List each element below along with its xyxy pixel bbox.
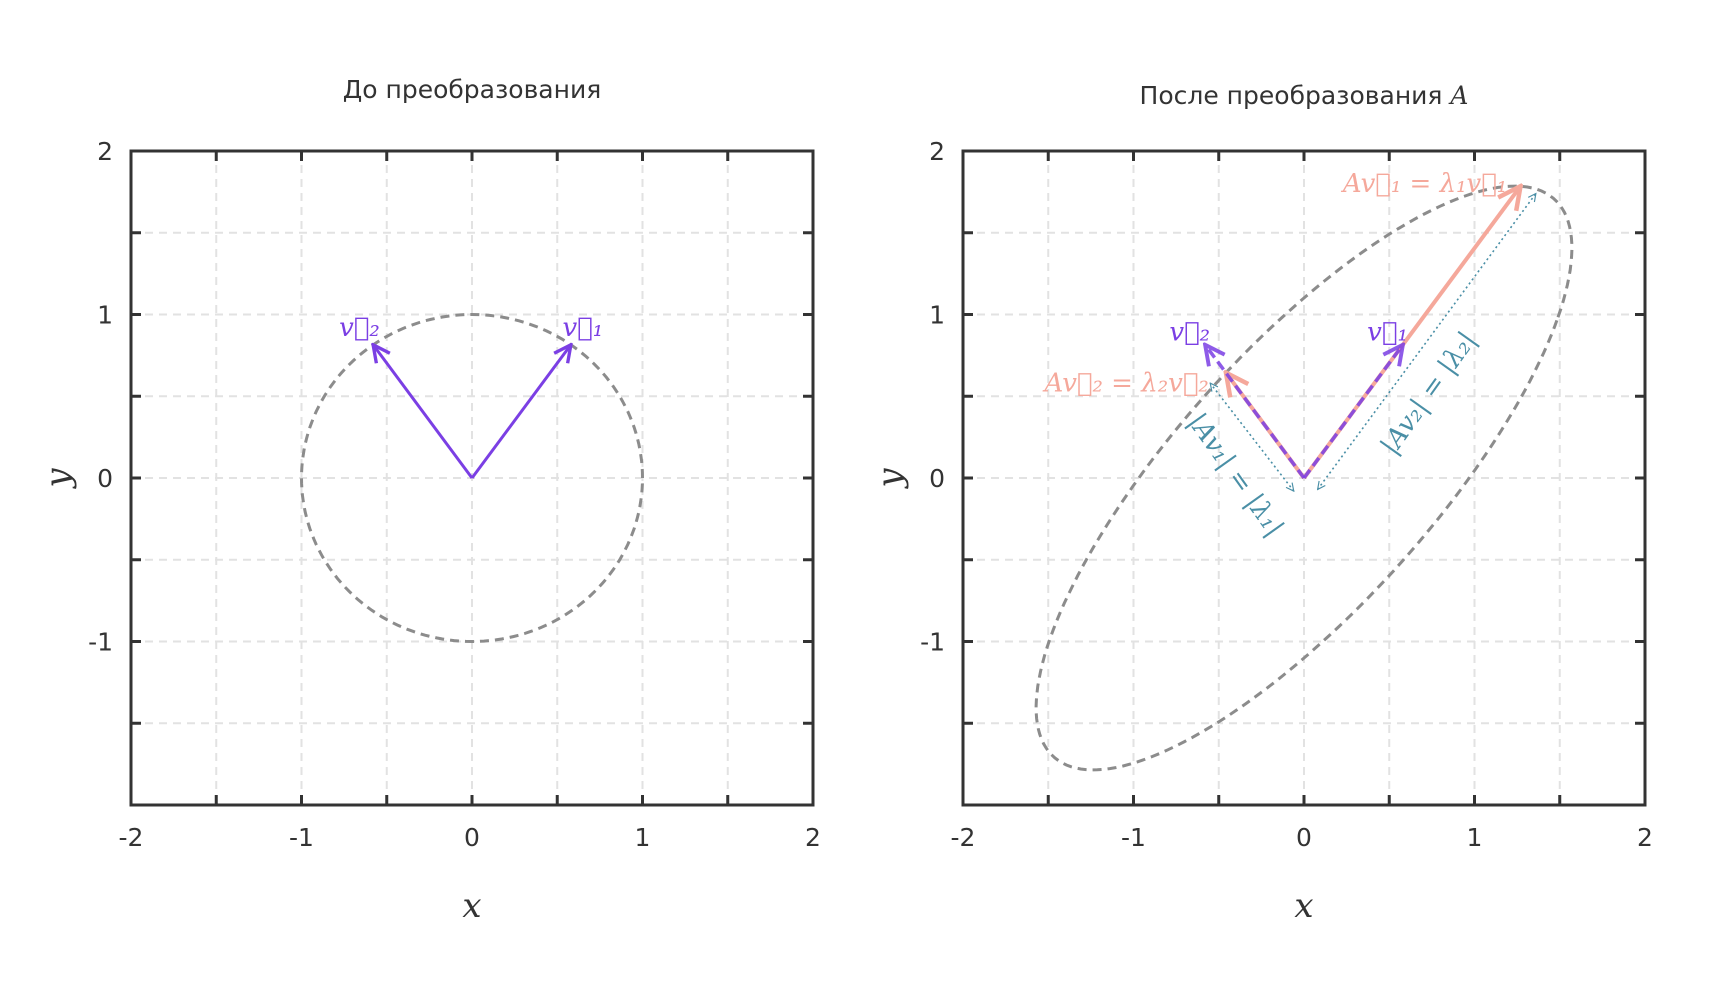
y-axis-label: y <box>38 468 78 490</box>
left-title: До преобразования <box>343 75 602 104</box>
y-tick-label: 1 <box>97 301 113 330</box>
vector-v1-label: v⃗₁ <box>1367 318 1408 348</box>
right-title: После преобразования A <box>1140 81 1469 110</box>
vector-v1-label: v⃗₁ <box>562 313 603 343</box>
y-tick-label: 2 <box>929 137 945 166</box>
x-tick-label: -2 <box>119 823 144 852</box>
vector-v2-label: v⃗₂ <box>339 313 380 343</box>
y-tick-label: -1 <box>88 628 113 657</box>
dashed-curve <box>1034 184 1574 772</box>
annotation-Av1-norm: |Av₁| = |λ₁| <box>1182 408 1290 542</box>
vector-v1 <box>470 345 571 479</box>
y-axis-label: y <box>870 468 910 490</box>
vector-v1 <box>1302 345 1403 480</box>
x-tick-label: 1 <box>635 823 651 852</box>
dashed-curve <box>299 312 645 644</box>
x-tick-label: 2 <box>1637 823 1653 852</box>
right-panel: После преобразования A -2 -1 0 1 2 2 1 0 -1 x y v⃗₁… <box>870 81 1653 926</box>
x-axis-label: x <box>462 886 481 926</box>
x-tick-label: 2 <box>805 823 821 852</box>
y-tick-label: -1 <box>920 628 945 657</box>
y-tick-label: 2 <box>97 137 113 166</box>
right-title-text: После преобразования <box>1140 81 1443 110</box>
x-tick-label: -1 <box>289 823 314 852</box>
y-tick-label: 0 <box>929 464 945 493</box>
x-tick-label: -1 <box>1121 823 1146 852</box>
y-tick-label: 0 <box>97 464 113 493</box>
left-panel: До преобразования -2 -1 0 1 2 2 1 0 -1 x y v⃗₁ v⃗₂ <box>38 75 821 926</box>
plot-frame <box>961 149 1647 807</box>
vector-Av1-label: Av⃗₁ = λ₁v⃗₁ <box>1341 169 1507 199</box>
y-tick-label: 1 <box>929 301 945 330</box>
x-tick-label: 0 <box>464 823 480 852</box>
dimension-line-Av2 <box>1318 194 1536 490</box>
x-axis-label: x <box>1294 886 1313 926</box>
vector-v2-label: v⃗₂ <box>1169 318 1210 348</box>
x-tick-label: 0 <box>1296 823 1312 852</box>
plot-frame <box>129 149 815 807</box>
vector-Av2-label: Av⃗₂ = λ₂v⃗₂ <box>1042 368 1208 398</box>
right-title-matrix: A <box>1448 81 1468 110</box>
vector-v2 <box>373 345 474 479</box>
x-tick-label: 1 <box>1467 823 1483 852</box>
x-tick-label: -2 <box>951 823 976 852</box>
